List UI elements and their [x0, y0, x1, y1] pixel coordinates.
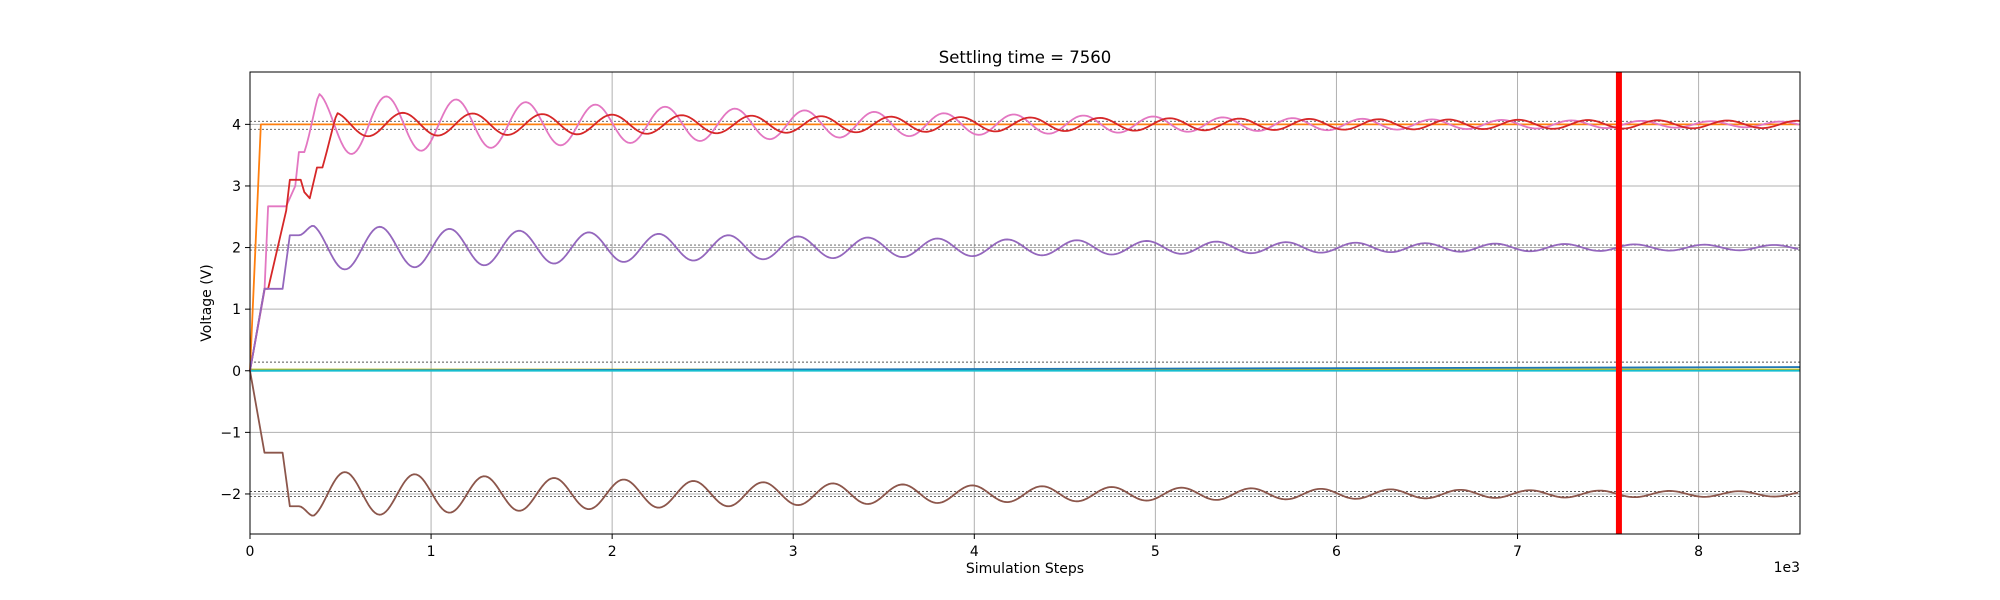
series-line: [249, 123, 1800, 371]
series-line: [249, 225, 1799, 371]
x-axis-offset-text: 1e3: [1774, 560, 1800, 576]
y-tick-label: 3: [232, 179, 241, 195]
x-tick-label: 5: [1151, 544, 1160, 560]
x-tick-label: 7: [1513, 544, 1522, 560]
x-tick-label: 2: [608, 544, 617, 560]
x-tick-label: 1: [427, 544, 436, 560]
series-line: [249, 111, 1801, 371]
x-axis-label: Simulation Steps: [966, 561, 1084, 577]
series-line: [249, 93, 1800, 371]
y-axis-label: Voltage (V): [199, 264, 215, 341]
x-tick-label: 6: [1332, 544, 1341, 560]
x-tick-label: 0: [246, 544, 255, 560]
y-tick-label: 2: [232, 241, 241, 257]
x-tick-label: 8: [1694, 544, 1703, 560]
y-tick-label: 4: [232, 117, 241, 133]
y-tick-label: −1: [220, 425, 241, 441]
plot-frame: [249, 71, 1801, 535]
chart-title: Settling time = 7560: [939, 48, 1112, 67]
y-tick-label: 1: [232, 302, 241, 318]
x-tick-label: 4: [970, 544, 979, 560]
ticks-layer: 0 1 2 3 4 5 6 7 8 −2 −1 0 1 2 3 4: [220, 117, 1703, 560]
y-tick-label: 0: [232, 364, 241, 380]
series-line: [249, 370, 1799, 517]
x-tick-label: 3: [789, 544, 798, 560]
series-layer: [249, 93, 1801, 517]
y-tick-label: −2: [220, 487, 241, 503]
